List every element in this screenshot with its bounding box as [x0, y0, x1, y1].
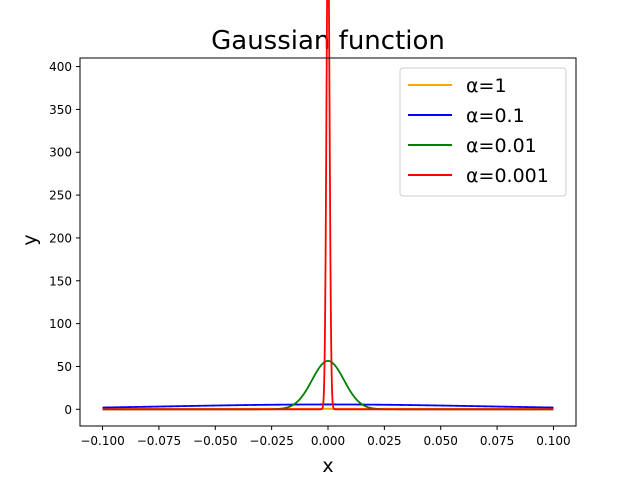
x-axis: −0.100 −0.075 −0.050 −0.025 0.000 0.025 0.050 0…: [80, 426, 571, 448]
legend-label: α=1: [466, 75, 507, 97]
y-tick-label: 100: [49, 317, 72, 331]
legend-label: α=0.01: [466, 135, 537, 157]
x-axis-label: x: [322, 455, 333, 477]
legend-box: [399, 67, 567, 197]
y-axis-label: y: [19, 234, 41, 245]
y-axis: 0 50 100 150 200 250 300 350 400: [49, 60, 80, 417]
legend-label: α=0.001: [466, 165, 549, 187]
series-line-2: [101, 403, 555, 409]
x-tick-label: 0.050: [424, 434, 458, 448]
x-tick-label: 0.100: [536, 434, 570, 448]
x-tick-label: −0.025: [249, 434, 293, 448]
y-tick-label: 150: [49, 274, 72, 288]
series-layer: [101, 0, 555, 411]
legend: α=1 α=0.1 α=0.01 α=0.001: [399, 67, 567, 197]
y-tick-label: 350: [49, 103, 72, 117]
series-line-4: [101, 0, 555, 411]
x-tick-label: −0.050: [193, 434, 237, 448]
y-tick-label: 250: [49, 189, 72, 203]
chart-title: Gaussian function: [211, 26, 445, 56]
y-tick-label: 300: [49, 146, 72, 160]
x-tick-label: −0.075: [137, 434, 181, 448]
legend-label: α=0.1: [466, 105, 525, 127]
y-tick-label: 50: [57, 360, 72, 374]
x-tick-label: 0.075: [480, 434, 514, 448]
x-tick-label: 0.025: [367, 434, 401, 448]
y-tick-label: 200: [49, 231, 72, 245]
y-tick-label: 0: [64, 403, 72, 417]
y-tick-label: 400: [49, 60, 72, 74]
x-tick-label: −0.100: [80, 434, 124, 448]
x-tick-label: 0.000: [311, 434, 345, 448]
